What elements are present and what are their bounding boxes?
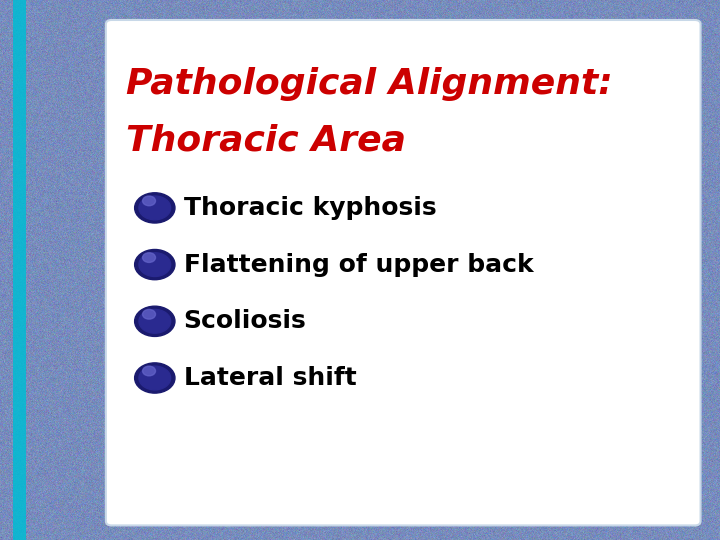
Circle shape xyxy=(135,249,175,280)
Circle shape xyxy=(139,196,171,220)
Circle shape xyxy=(139,253,171,276)
Circle shape xyxy=(135,193,175,223)
Text: Thoracic Area: Thoracic Area xyxy=(126,124,406,157)
Text: Lateral shift: Lateral shift xyxy=(184,366,356,390)
Circle shape xyxy=(139,366,171,390)
Text: Pathological Alignment:: Pathological Alignment: xyxy=(126,67,613,100)
Circle shape xyxy=(135,363,175,393)
Text: Flattening of upper back: Flattening of upper back xyxy=(184,253,534,276)
Text: Scoliosis: Scoliosis xyxy=(184,309,306,333)
Circle shape xyxy=(143,253,156,262)
FancyBboxPatch shape xyxy=(13,0,26,540)
Circle shape xyxy=(143,366,156,376)
FancyBboxPatch shape xyxy=(106,20,701,525)
Circle shape xyxy=(143,309,156,319)
Circle shape xyxy=(139,309,171,333)
Text: Thoracic kyphosis: Thoracic kyphosis xyxy=(184,196,436,220)
Circle shape xyxy=(135,306,175,336)
Circle shape xyxy=(143,196,156,206)
